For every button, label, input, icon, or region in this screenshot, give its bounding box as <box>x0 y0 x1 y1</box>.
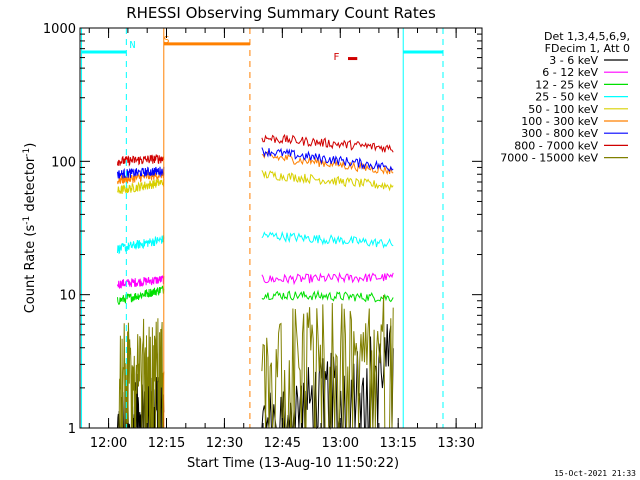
legend-entry-label: 50 - 100 keV <box>528 103 598 116</box>
annotation-label: S <box>163 35 169 46</box>
series-line <box>117 133 394 167</box>
chart-title: RHESSI Observing Summary Count Rates <box>126 4 436 22</box>
series-segment <box>117 169 165 185</box>
y-axis-label-sup2: -1 <box>22 148 32 157</box>
series-line <box>117 271 394 290</box>
series-line <box>117 147 394 179</box>
y-axis-label-sup1: -1 <box>22 216 32 225</box>
series-segment <box>261 151 394 175</box>
legend-header-line2: FDecim 1, Att 0 <box>545 42 630 55</box>
footer-date: 15-Oct-2021 21:33 <box>554 469 636 478</box>
y-axis-label-part1: Count Rate (s <box>23 225 38 314</box>
series-segment <box>261 170 394 192</box>
x-tick-label: 12:15 <box>148 436 185 451</box>
y-tick-label: 1000 <box>43 22 76 37</box>
series-segment <box>117 166 165 179</box>
annotation-label: N <box>130 40 136 51</box>
legend-entry-label: 25 - 50 keV <box>535 91 598 104</box>
axes-layer: 1 10 100 1000 12:00 12:15 12:30 12:45 13:00 13:15… <box>43 22 482 451</box>
legend-entry-label: 6 - 12 keV <box>542 66 598 79</box>
x-tick-label: 12:45 <box>264 436 301 451</box>
series-segment <box>117 154 165 167</box>
legend-entry-label: 100 - 300 keV <box>521 115 598 128</box>
x-tick-label: 13:30 <box>437 436 474 451</box>
series-segment <box>261 147 394 172</box>
series-line <box>117 294 394 429</box>
series-segment <box>117 274 165 290</box>
x-axis-label: Start Time (13-Aug-10 11:50:22) <box>187 456 399 471</box>
y-axis-label: Count Rate (s-1 detector-1) <box>22 143 38 314</box>
series-segment <box>117 285 165 305</box>
series-lines-layer <box>117 133 394 430</box>
series-segment <box>117 235 165 255</box>
series-segment <box>117 178 165 195</box>
x-tick-label: 12:30 <box>206 436 243 451</box>
series-line <box>117 170 394 195</box>
series-segment <box>261 230 394 249</box>
series-segment <box>261 289 394 303</box>
legend-entry-label: 3 - 6 keV <box>549 54 598 67</box>
x-tick-label: 13:00 <box>322 436 359 451</box>
legend-entry-label: 800 - 7000 keV <box>514 139 598 152</box>
x-tick-label: 13:15 <box>379 436 416 451</box>
y-tick-label: 1 <box>68 422 76 437</box>
series-segment <box>261 271 394 286</box>
x-tick-label: 12:00 <box>90 436 127 451</box>
time-markers-layer: N S F <box>81 28 444 428</box>
y-tick-label: 10 <box>59 289 76 304</box>
y-tick-label: 100 <box>51 155 76 170</box>
legend-entry-label: 7000 - 15000 keV <box>500 152 598 165</box>
series-line <box>117 230 394 255</box>
series-segment <box>261 133 394 153</box>
plot-frame <box>79 27 483 429</box>
y-axis-label-part3: ) <box>23 143 38 148</box>
y-axis-label-part2: detector <box>23 156 38 216</box>
series-segment <box>117 318 165 429</box>
series-line <box>117 151 394 185</box>
legend-entry-label: 12 - 25 keV <box>535 78 598 91</box>
annotation-label: F <box>333 52 339 63</box>
legend-header-line1: Det 1,3,4,5,6,9, <box>544 30 630 43</box>
series-line <box>117 285 394 305</box>
legend-entry-label: 300 - 800 keV <box>521 127 598 140</box>
